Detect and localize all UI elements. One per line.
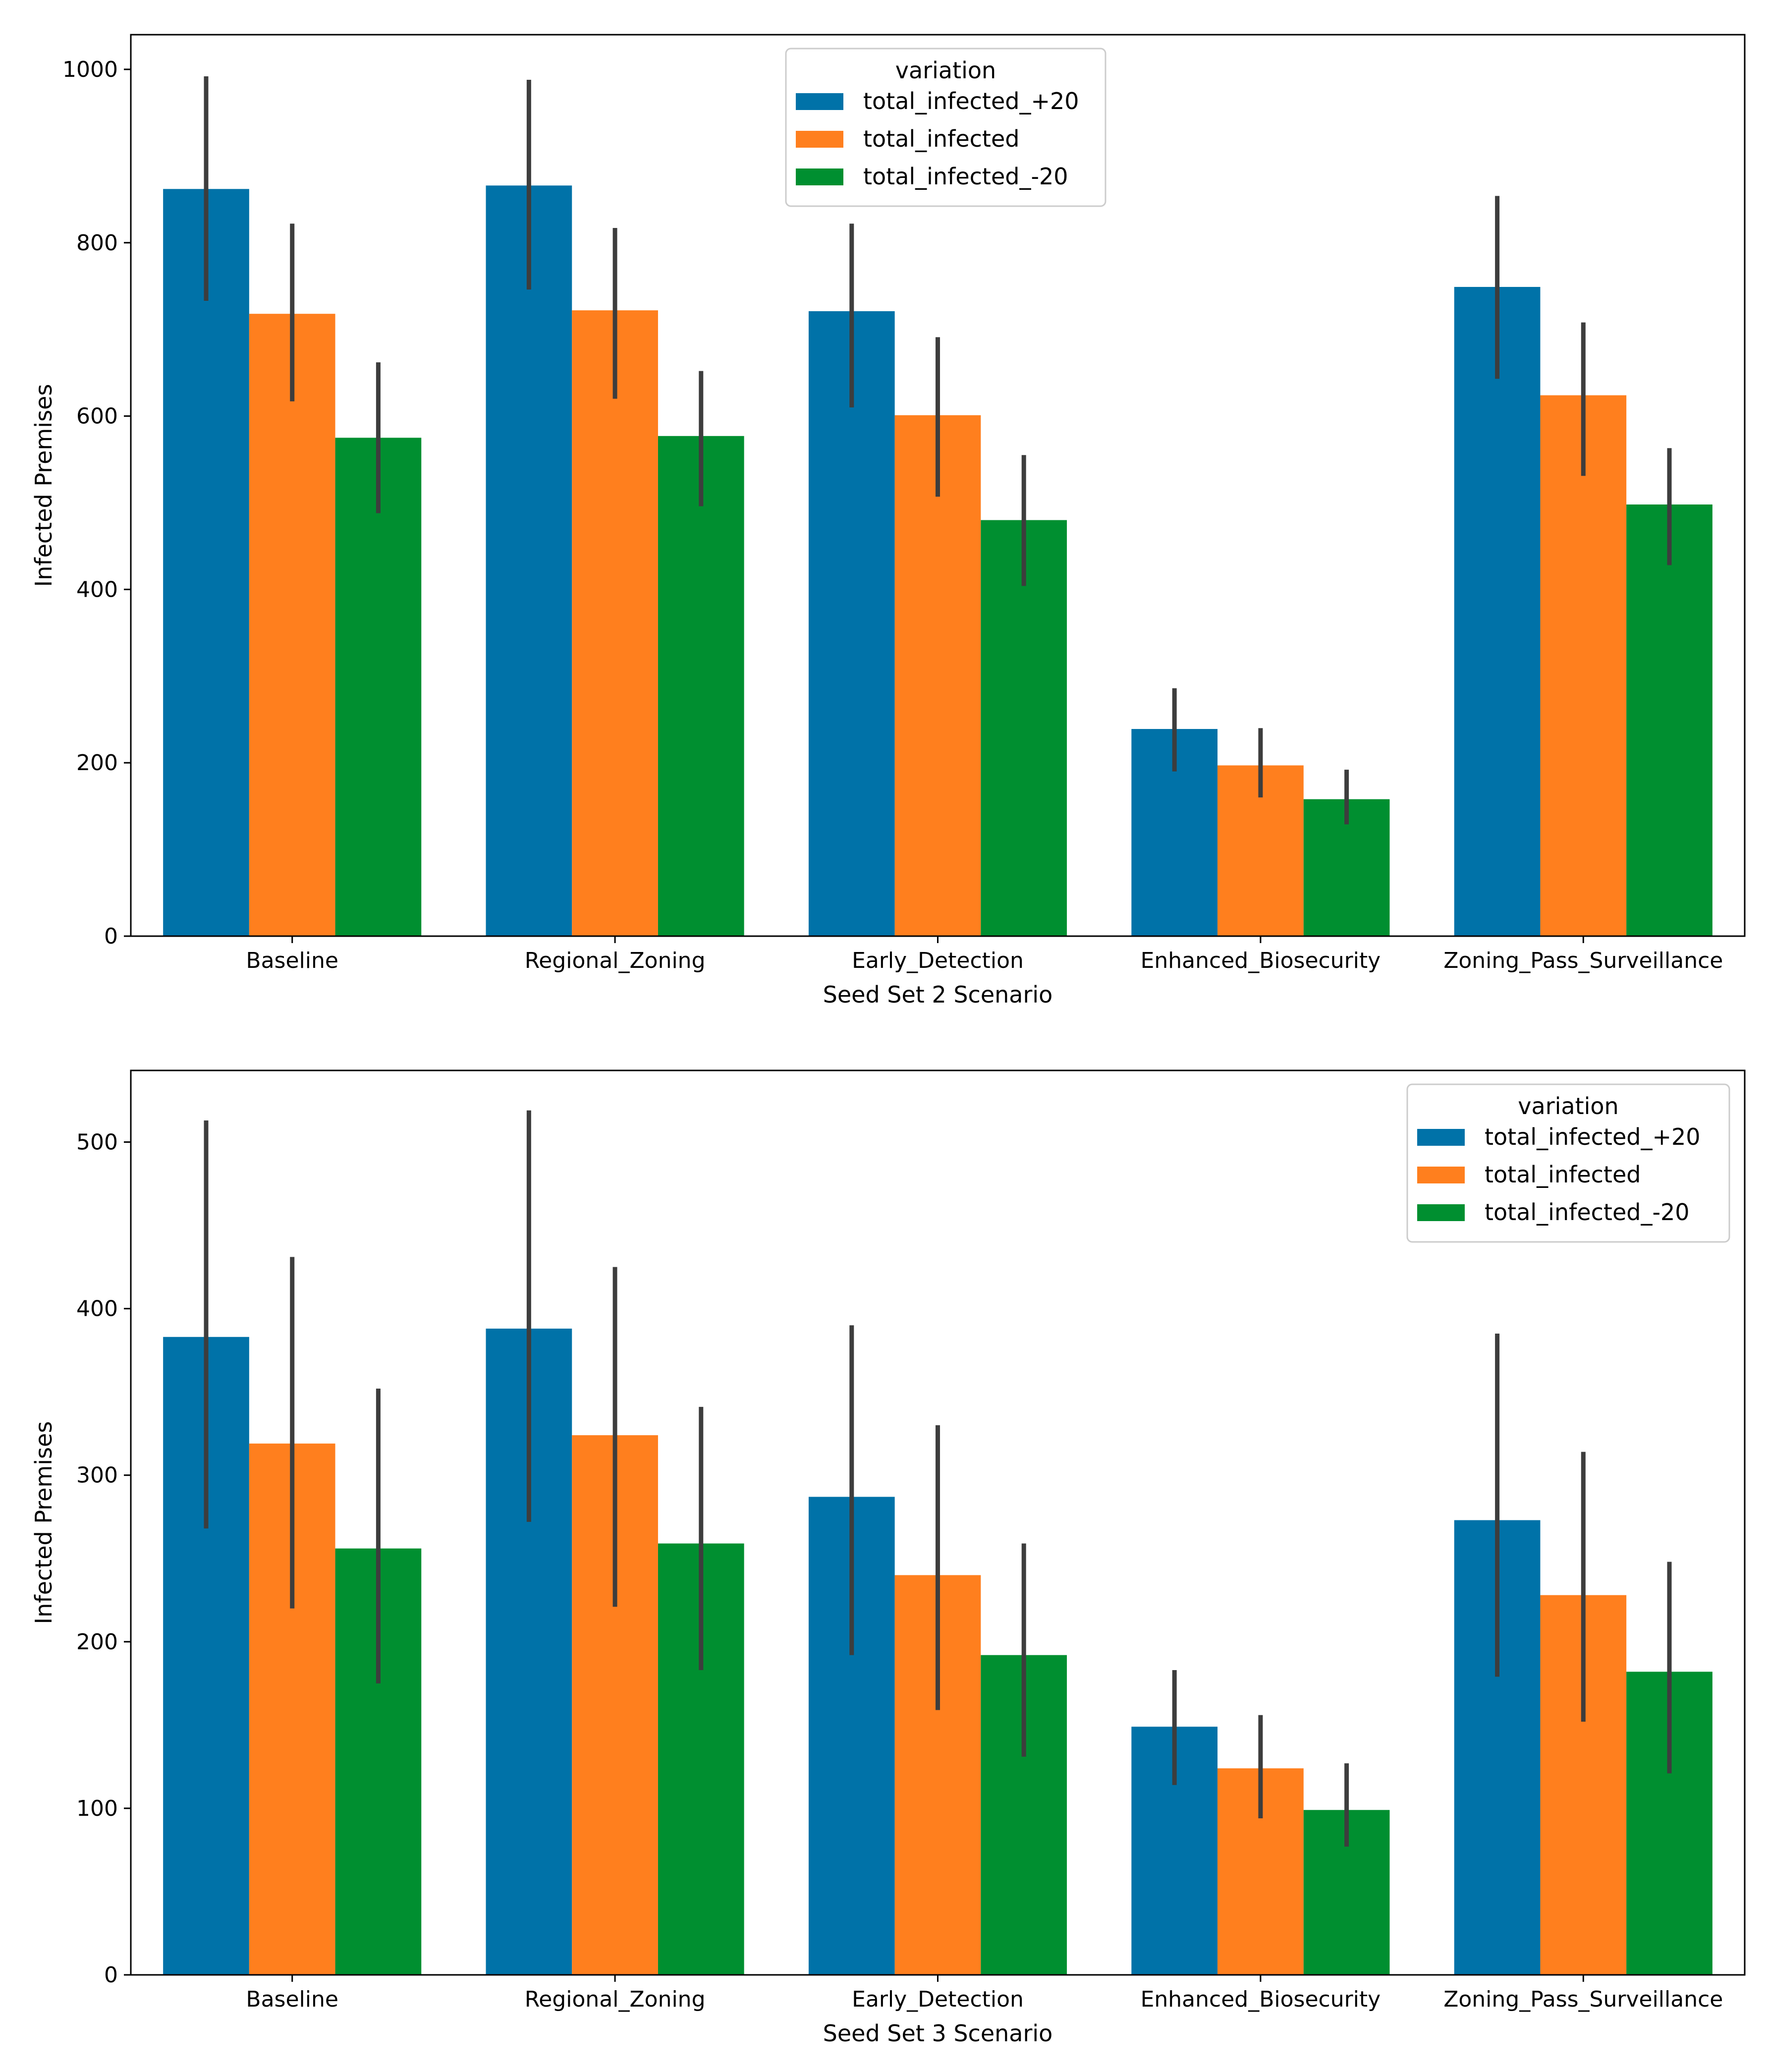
x-tick-label: Enhanced_Biosecurity: [1141, 1987, 1381, 2012]
bar: [249, 314, 335, 936]
legend-label: total_infected_+20: [863, 88, 1079, 114]
bar: [486, 185, 572, 936]
legend-swatch: [1417, 1204, 1465, 1221]
y-axis-label: Infected Premises: [30, 384, 57, 587]
legend-label: total_infected: [863, 125, 1019, 152]
x-tick-label: Regional_Zoning: [525, 948, 706, 973]
legend-swatch: [796, 168, 843, 185]
bar: [658, 436, 744, 936]
y-tick-label: 0: [104, 924, 118, 949]
y-tick-label: 400: [76, 577, 118, 602]
x-axis-label: Seed Set 3 Scenario: [823, 2020, 1053, 2047]
legend-title: variation: [895, 57, 996, 84]
legend-swatch: [796, 131, 843, 148]
x-tick-label: Early_Detection: [852, 1987, 1024, 2012]
x-axis-label: Seed Set 2 Scenario: [823, 981, 1053, 1008]
bar: [572, 310, 658, 936]
chart-panel-2: 0 200 400 600 800 1000 Baseline Regional_Zoning…: [30, 34, 1746, 1008]
y-tick-label: 500: [76, 1130, 118, 1155]
legend-title: variation: [1518, 1093, 1618, 1120]
bar: [808, 311, 895, 936]
bar: [1454, 286, 1541, 936]
legend-swatch: [1417, 1129, 1465, 1146]
y-tick-label: 0: [104, 1962, 118, 1988]
x-tick-label: Baseline: [246, 948, 338, 973]
bar: [1626, 504, 1713, 936]
legend-box: [1406, 1083, 1730, 1243]
bar: [981, 520, 1067, 936]
x-tick-label: Baseline: [246, 1987, 338, 2012]
legend-label: total_infected_+20: [1485, 1123, 1701, 1150]
legend-swatch: [796, 93, 843, 110]
y-tick-label: 100: [76, 1796, 118, 1821]
x-tick-label: Early_Detection: [852, 948, 1024, 973]
bar: [1540, 395, 1627, 936]
y-tick-label: 200: [76, 750, 118, 776]
bar: [163, 189, 249, 936]
legend: variation total_infected_+20 total_infecte…: [1406, 1083, 1730, 1243]
x-tick-label: Enhanced_Biosecurity: [1141, 948, 1381, 973]
legend-label: total_infected_-20: [1485, 1199, 1690, 1226]
y-tick-label: 600: [76, 404, 118, 429]
y-tick-label: 1000: [62, 57, 118, 82]
y-tick-label: 800: [76, 230, 118, 256]
legend-label: total_infected_-20: [863, 163, 1068, 190]
y-tick-label: 400: [76, 1296, 118, 1322]
bar: [894, 415, 981, 936]
y-tick-label: 200: [76, 1629, 118, 1655]
legend-box: [785, 48, 1106, 207]
x-tick-label: Regional_Zoning: [525, 1987, 706, 2012]
bar: [335, 438, 422, 936]
legend-swatch: [1417, 1167, 1465, 1183]
chart-panel-3: 0 100 200 300 400 500 Baseline Regional_Zoning E…: [30, 1069, 1746, 2047]
x-tick-label: Zoning_Pass_Surveillance: [1443, 1987, 1723, 2012]
y-tick-label: 300: [76, 1463, 118, 1488]
legend-label: total_infected: [1485, 1161, 1641, 1188]
y-axis-label: Infected Premises: [30, 1421, 57, 1624]
x-tick-label: Zoning_Pass_Surveillance: [1443, 948, 1723, 973]
legend: variation total_infected_+20 total_infecte…: [785, 48, 1106, 207]
